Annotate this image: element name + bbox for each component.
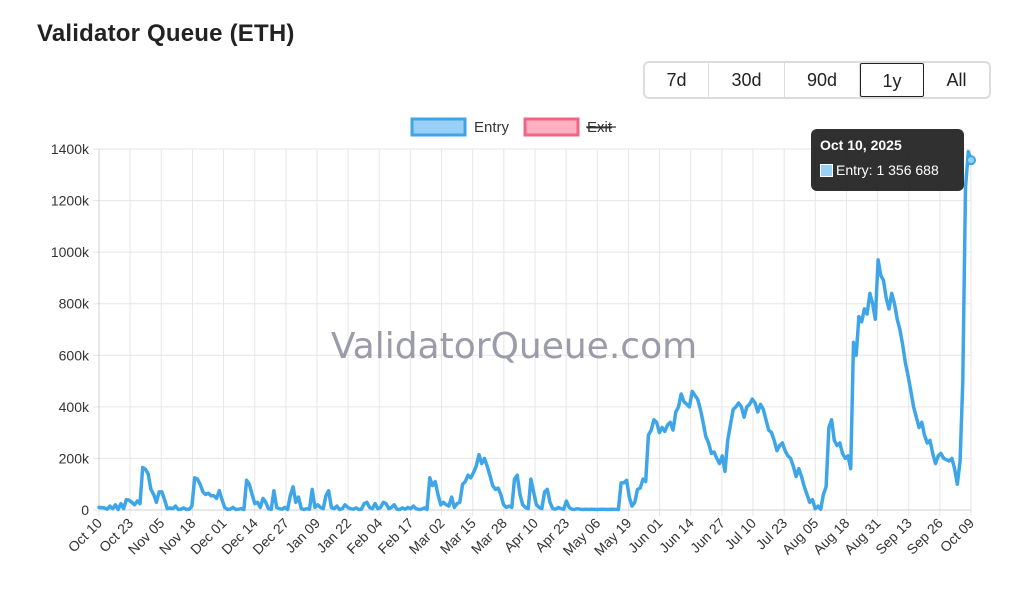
- watermark-text: ValidatorQueue.com: [331, 326, 697, 367]
- legend-swatch-exit: [523, 117, 580, 137]
- x-tick-label: Mar 28: [468, 515, 510, 557]
- range-30d-button[interactable]: 30d: [709, 63, 785, 97]
- y-axis-ticks: 0 200k 400k 600k 800k 1000k 1200k 1400k: [51, 141, 90, 518]
- legend: Entry Exit: [410, 117, 616, 137]
- legend-item-entry[interactable]: Entry: [410, 117, 510, 137]
- y-tick-label: 400k: [59, 399, 90, 415]
- range-all-button[interactable]: All: [946, 70, 967, 90]
- range-1y-button[interactable]: 1y: [860, 63, 924, 97]
- x-tick-label: Jul 10: [721, 515, 759, 553]
- legend-label-entry: Entry: [474, 119, 510, 136]
- hover-point-entry: [966, 155, 976, 166]
- tooltip-title: Oct 10, 2025: [820, 137, 902, 153]
- series-line-entry: [97, 149, 973, 512]
- chart-grid: [93, 148, 972, 516]
- x-tick-label: Apr 10: [501, 515, 542, 556]
- y-tick-label: 800k: [59, 296, 90, 312]
- page-title: Validator Queue (ETH): [37, 20, 295, 47]
- chart-series: [97, 149, 976, 512]
- y-tick-label: 200k: [59, 450, 90, 466]
- y-tick-label: 1200k: [51, 193, 90, 209]
- y-tick-label: 1000k: [51, 244, 90, 260]
- chart-tooltip: Oct 10, 2025 Entry: 1 356 688: [811, 129, 964, 191]
- tooltip-label: Entry: 1 356 688: [836, 162, 939, 178]
- legend-swatch-entry: [410, 117, 467, 137]
- y-tick-label: 1400k: [51, 141, 90, 157]
- range-90d-button[interactable]: 90d: [785, 63, 860, 97]
- tooltip-row: Entry: 1 356 688: [820, 162, 955, 178]
- legend-item-exit[interactable]: Exit: [523, 117, 616, 137]
- y-tick-label: 0: [81, 502, 89, 518]
- tooltip-swatch: [820, 163, 833, 177]
- y-tick-label: 600k: [59, 347, 90, 363]
- range-7d-button[interactable]: 7d: [645, 63, 709, 97]
- time-range-selector: 7d 30d 90d 1y All: [643, 61, 991, 99]
- x-tick-label: Jun 27: [687, 515, 728, 556]
- x-tick-label: Oct 10: [65, 515, 106, 556]
- x-tick-label: Oct 09: [937, 515, 978, 556]
